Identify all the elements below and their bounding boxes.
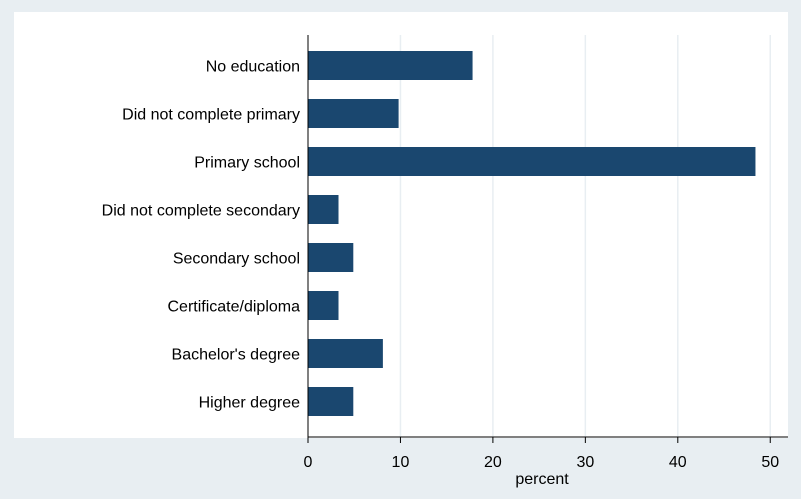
x-tick-label: 30	[576, 454, 594, 471]
category-label: Did not complete secondary	[102, 203, 300, 220]
x-axis-title: percent	[515, 471, 569, 488]
bar	[308, 147, 756, 176]
x-tick-label: 20	[484, 454, 502, 471]
category-labels: No education Did not complete primary Prim…	[102, 59, 300, 412]
bar	[308, 243, 354, 272]
x-tick-label: 50	[761, 454, 779, 471]
category-label: Higher degree	[199, 395, 301, 412]
x-tick-label: 40	[669, 454, 687, 471]
bars	[308, 51, 756, 416]
bar	[308, 387, 354, 416]
x-ticks: 0 10 20 30 40 50	[304, 437, 779, 471]
category-label: Bachelor's degree	[172, 347, 301, 364]
bar	[308, 51, 473, 80]
x-tick-label: 10	[392, 454, 410, 471]
category-label: Did not complete primary	[122, 107, 300, 124]
bar	[308, 339, 383, 368]
category-label: No education	[206, 59, 300, 76]
x-tick-label: 0	[304, 454, 313, 471]
category-label: Secondary school	[173, 251, 300, 268]
gridlines	[399, 35, 771, 437]
category-label: Primary school	[194, 155, 300, 172]
bar	[308, 195, 339, 224]
bar	[308, 99, 399, 128]
bar	[308, 291, 339, 320]
category-label: Certificate/diploma	[168, 299, 301, 316]
